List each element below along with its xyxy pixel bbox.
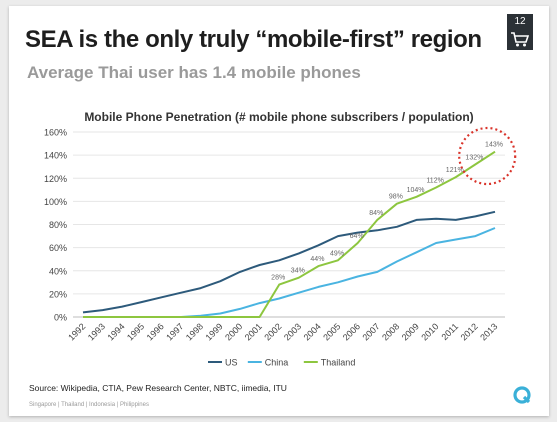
data-label: 64% [350,233,364,240]
page-subtitle: Average Thai user has 1.4 mobile phones [27,63,361,82]
brand-logo-icon [513,386,531,404]
x-tick-label: 1996 [145,321,166,342]
page-title: SEA is the only truly “mobile-first” reg… [25,26,482,53]
data-label: 28% [271,275,285,282]
x-tick-label: 2003 [282,321,303,342]
legend-label: Thailand [321,358,356,368]
y-tick-label: 140% [44,151,67,161]
legend-label: US [225,358,238,368]
data-label: 143% [485,142,503,149]
x-tick-label: 2009 [400,321,421,342]
series-line-thailand [83,150,496,318]
source-note: Source: Wikipedia, CTIA, Pew Research Ce… [29,383,287,393]
x-tick-label: 1994 [105,321,126,342]
y-tick-label: 100% [44,197,67,207]
data-label: 84% [369,210,383,217]
x-tick-label: 2004 [302,321,323,342]
page-number: 12 [507,14,533,30]
y-tick-label: 40% [49,266,67,276]
data-label: 112% [426,178,443,185]
data-label: 34% [291,268,305,275]
x-tick-label: 1992 [66,321,87,342]
x-tick-label: 2007 [360,321,381,342]
y-tick-label: 120% [44,174,67,184]
line-chart: 0%20%40%60%80%100%120%140%160%1992199319… [44,126,517,368]
data-label: 98% [389,194,403,201]
data-label: 121% [446,167,464,174]
footer-text: Singapore | Thailand | Indonesia | Phili… [29,402,149,408]
series-line-us [82,210,496,314]
x-tick-label: 2008 [380,321,401,342]
slide: SEA is the only truly “mobile-first” reg… [9,6,549,416]
data-label: 104% [407,187,425,194]
legend-label: China [265,358,289,368]
y-tick-label: 0% [54,313,67,323]
x-tick-label: 1999 [204,321,225,342]
x-tick-label: 2012 [459,321,480,342]
x-tick-label: 2011 [439,321,460,342]
x-tick-label: 1993 [86,321,107,342]
y-tick-label: 80% [49,220,67,230]
y-tick-label: 60% [49,243,67,253]
highlight-circle [458,126,517,186]
data-label: 132% [465,154,483,161]
x-tick-label: 2006 [341,321,362,342]
chart-title: Mobile Phone Penetration (# mobile phone… [84,110,474,124]
y-tick-label: 160% [44,128,67,138]
x-tick-label: 1997 [164,321,185,342]
x-tick-label: 2001 [243,321,264,342]
series-line-china [83,227,496,318]
x-tick-label: 1998 [184,321,205,342]
x-tick-label: 2005 [321,321,342,342]
shopping-cart-icon [507,28,533,50]
data-label: 49% [330,250,344,257]
y-tick-label: 20% [49,289,67,299]
x-tick-label: 2010 [419,321,440,342]
x-tick-label: 2000 [223,321,244,342]
x-tick-label: 1995 [125,321,146,342]
data-label: 44% [310,256,324,263]
x-tick-label: 2013 [478,321,499,342]
x-tick-label: 2002 [262,321,283,342]
